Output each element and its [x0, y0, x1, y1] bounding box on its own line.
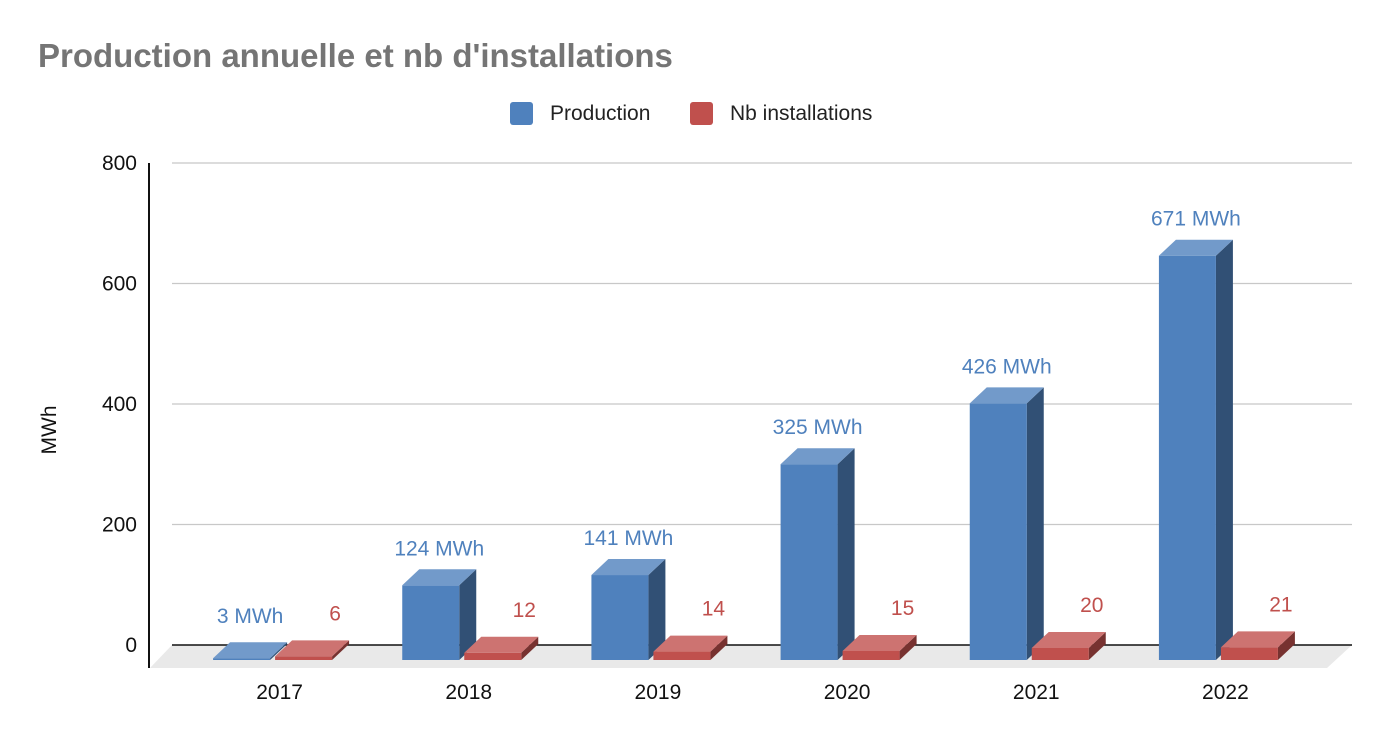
- bar-side-face: [521, 636, 539, 660]
- bar-side-face: [270, 642, 288, 660]
- y-tick-label: 600: [102, 273, 137, 296]
- y-tick-label: 400: [102, 393, 137, 416]
- bar-top-face: [1031, 631, 1106, 648]
- legend-label-production: Production: [550, 102, 650, 125]
- bar-top-face: [402, 569, 477, 586]
- x-tick-label: 2017: [256, 681, 303, 704]
- bar-top-face: [780, 448, 855, 465]
- bar-top-face: [275, 640, 350, 657]
- bar-side-face: [1088, 631, 1106, 660]
- x-tick-label: 2020: [824, 681, 871, 704]
- bar-nb-installations-2022: [1220, 631, 1295, 660]
- bar-side-face: [710, 635, 728, 660]
- legend-swatch-production: [510, 102, 533, 125]
- bar-front-face: [1031, 647, 1089, 660]
- data-label-nb-installations-2021: 20: [1080, 594, 1103, 617]
- bar-top-face: [653, 635, 728, 652]
- chart-title: Production annuelle et nb d'installation…: [38, 37, 673, 74]
- y-axis-title: MWh: [38, 406, 61, 455]
- bar-side-face: [648, 559, 666, 660]
- bar-top-face: [1158, 239, 1233, 256]
- bar-front-face: [464, 652, 522, 660]
- bar-front-face: [780, 464, 838, 660]
- data-label-production-2021: 426 MWh: [962, 355, 1052, 378]
- y-tick-label: 200: [102, 514, 137, 537]
- bar-front-face: [591, 575, 649, 660]
- bar-production-2018: [402, 569, 477, 660]
- x-tick-label: 2021: [1013, 681, 1060, 704]
- bar-production-2017: [213, 642, 288, 660]
- x-axis-ticks: 2017 2018 2019 2020 2021 2022: [256, 681, 1249, 704]
- bar-front-face: [653, 651, 711, 660]
- data-label-production-2018: 124 MWh: [394, 537, 484, 560]
- bar-front-face: [1158, 255, 1216, 660]
- bar-nb-installations-2021: [1031, 631, 1106, 660]
- bar-front-face: [969, 403, 1027, 660]
- x-tick-label: 2019: [635, 681, 682, 704]
- bar-front-face: [275, 656, 333, 660]
- bar-production-2021: [969, 387, 1044, 660]
- bar-side-face: [1277, 631, 1295, 660]
- legend: Production Nb installations: [510, 102, 872, 125]
- data-label-production-2017: 3 MWh: [217, 605, 284, 628]
- bar-top-face: [213, 642, 288, 659]
- bar-production-2022: [1158, 239, 1233, 660]
- bar-nb-installations-2020: [842, 634, 917, 660]
- x-tick-label: 2018: [445, 681, 492, 704]
- bar-top-face: [969, 387, 1044, 404]
- bar-side-face: [1215, 239, 1233, 660]
- data-label-nb-installations-2022: 21: [1269, 593, 1292, 616]
- bar-top-face: [464, 636, 539, 653]
- bar-front-face: [402, 585, 460, 660]
- bar-production-2019: [591, 559, 666, 660]
- data-label-production-2019: 141 MWh: [583, 527, 673, 550]
- data-label-production-2020: 325 MWh: [773, 416, 863, 439]
- bar-production-2020: [780, 448, 855, 660]
- axes: [148, 163, 1352, 668]
- bar-side-face: [899, 634, 917, 660]
- bar-nb-installations-2017: [275, 640, 350, 660]
- bar-side-face: [332, 640, 350, 660]
- data-label-production-2022: 671 MWh: [1151, 208, 1241, 231]
- data-label-nb-installations-2018: 12: [513, 599, 536, 622]
- y-axis-ticks: 0 200 400 600 800: [102, 152, 137, 657]
- data-labels: 3 MWh 6 124 MWh 12 141 MWh 14 325 MWh 15 426 MWh…: [217, 208, 1293, 628]
- data-label-nb-installations-2020: 15: [891, 597, 914, 620]
- legend-label-nb-installations: Nb installations: [730, 102, 872, 125]
- bar-side-face: [459, 569, 477, 660]
- legend-swatch-nb-installations: [690, 102, 713, 125]
- bar-side-face: [1026, 387, 1044, 660]
- bar-front-face: [213, 658, 271, 660]
- bar-top-face: [842, 634, 917, 651]
- bar-top-face: [1220, 631, 1295, 648]
- bar-side-face: [837, 448, 855, 660]
- x-tick-label: 2022: [1202, 681, 1249, 704]
- y-tick-label: 800: [102, 152, 137, 175]
- data-label-nb-installations-2019: 14: [702, 598, 726, 621]
- bar-nb-installations-2019: [653, 635, 728, 660]
- bar-top-face: [591, 559, 666, 576]
- data-label-nb-installations-2017: 6: [329, 602, 341, 625]
- bar-front-face: [842, 650, 900, 660]
- gridlines: [172, 162, 1352, 526]
- y-tick-label: 0: [125, 634, 137, 657]
- bar-nb-installations-2018: [464, 636, 539, 660]
- bars: [213, 239, 1295, 660]
- bar-front-face: [1220, 647, 1278, 660]
